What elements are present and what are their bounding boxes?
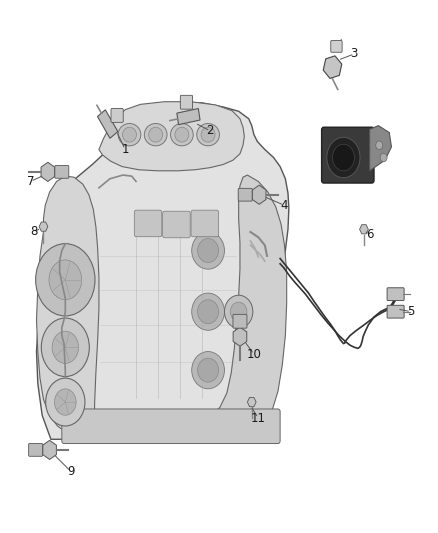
Text: 5: 5 — [407, 305, 415, 318]
Polygon shape — [99, 102, 244, 171]
Circle shape — [35, 244, 95, 316]
Circle shape — [52, 331, 78, 364]
Ellipse shape — [170, 124, 193, 146]
Polygon shape — [43, 440, 57, 459]
Ellipse shape — [192, 293, 224, 330]
Text: 2: 2 — [207, 124, 214, 138]
FancyBboxPatch shape — [55, 165, 69, 178]
FancyBboxPatch shape — [28, 443, 42, 456]
Polygon shape — [233, 327, 247, 346]
Text: 6: 6 — [366, 228, 373, 241]
Ellipse shape — [198, 300, 219, 324]
Polygon shape — [98, 110, 118, 138]
Ellipse shape — [192, 352, 224, 389]
FancyBboxPatch shape — [180, 95, 193, 109]
FancyBboxPatch shape — [162, 211, 190, 238]
Circle shape — [327, 138, 360, 177]
FancyBboxPatch shape — [233, 314, 247, 328]
Polygon shape — [252, 185, 266, 204]
Polygon shape — [177, 109, 200, 125]
Circle shape — [49, 260, 81, 300]
Polygon shape — [41, 163, 55, 181]
Ellipse shape — [198, 239, 219, 263]
Ellipse shape — [145, 124, 167, 146]
FancyBboxPatch shape — [191, 210, 219, 237]
Circle shape — [376, 141, 383, 150]
Circle shape — [380, 154, 387, 162]
FancyBboxPatch shape — [387, 305, 404, 318]
Ellipse shape — [175, 127, 189, 142]
Text: 3: 3 — [351, 47, 358, 60]
FancyBboxPatch shape — [238, 188, 252, 201]
Text: 9: 9 — [67, 465, 74, 478]
Circle shape — [46, 378, 85, 426]
FancyBboxPatch shape — [134, 210, 162, 237]
Ellipse shape — [198, 358, 219, 382]
Text: 10: 10 — [247, 348, 261, 361]
Text: 4: 4 — [281, 199, 288, 212]
Polygon shape — [370, 126, 392, 171]
FancyBboxPatch shape — [321, 127, 374, 183]
Text: 7: 7 — [27, 175, 34, 188]
Text: 11: 11 — [251, 411, 266, 424]
Circle shape — [54, 389, 76, 415]
Polygon shape — [247, 398, 256, 407]
Polygon shape — [36, 103, 289, 441]
Polygon shape — [360, 225, 368, 234]
Ellipse shape — [197, 124, 219, 146]
FancyBboxPatch shape — [387, 288, 404, 301]
Ellipse shape — [149, 127, 162, 142]
Ellipse shape — [192, 232, 224, 269]
Polygon shape — [39, 222, 48, 231]
Polygon shape — [164, 175, 287, 439]
FancyBboxPatch shape — [331, 41, 342, 52]
Ellipse shape — [224, 295, 253, 328]
Ellipse shape — [230, 302, 247, 321]
Circle shape — [41, 318, 89, 376]
Ellipse shape — [123, 127, 137, 142]
Text: 8: 8 — [30, 225, 37, 238]
Circle shape — [332, 144, 354, 171]
FancyBboxPatch shape — [111, 109, 123, 123]
Text: 1: 1 — [121, 143, 129, 156]
Ellipse shape — [201, 127, 215, 142]
FancyBboxPatch shape — [62, 409, 280, 443]
Polygon shape — [36, 176, 99, 439]
Ellipse shape — [118, 124, 141, 146]
Polygon shape — [323, 56, 342, 78]
